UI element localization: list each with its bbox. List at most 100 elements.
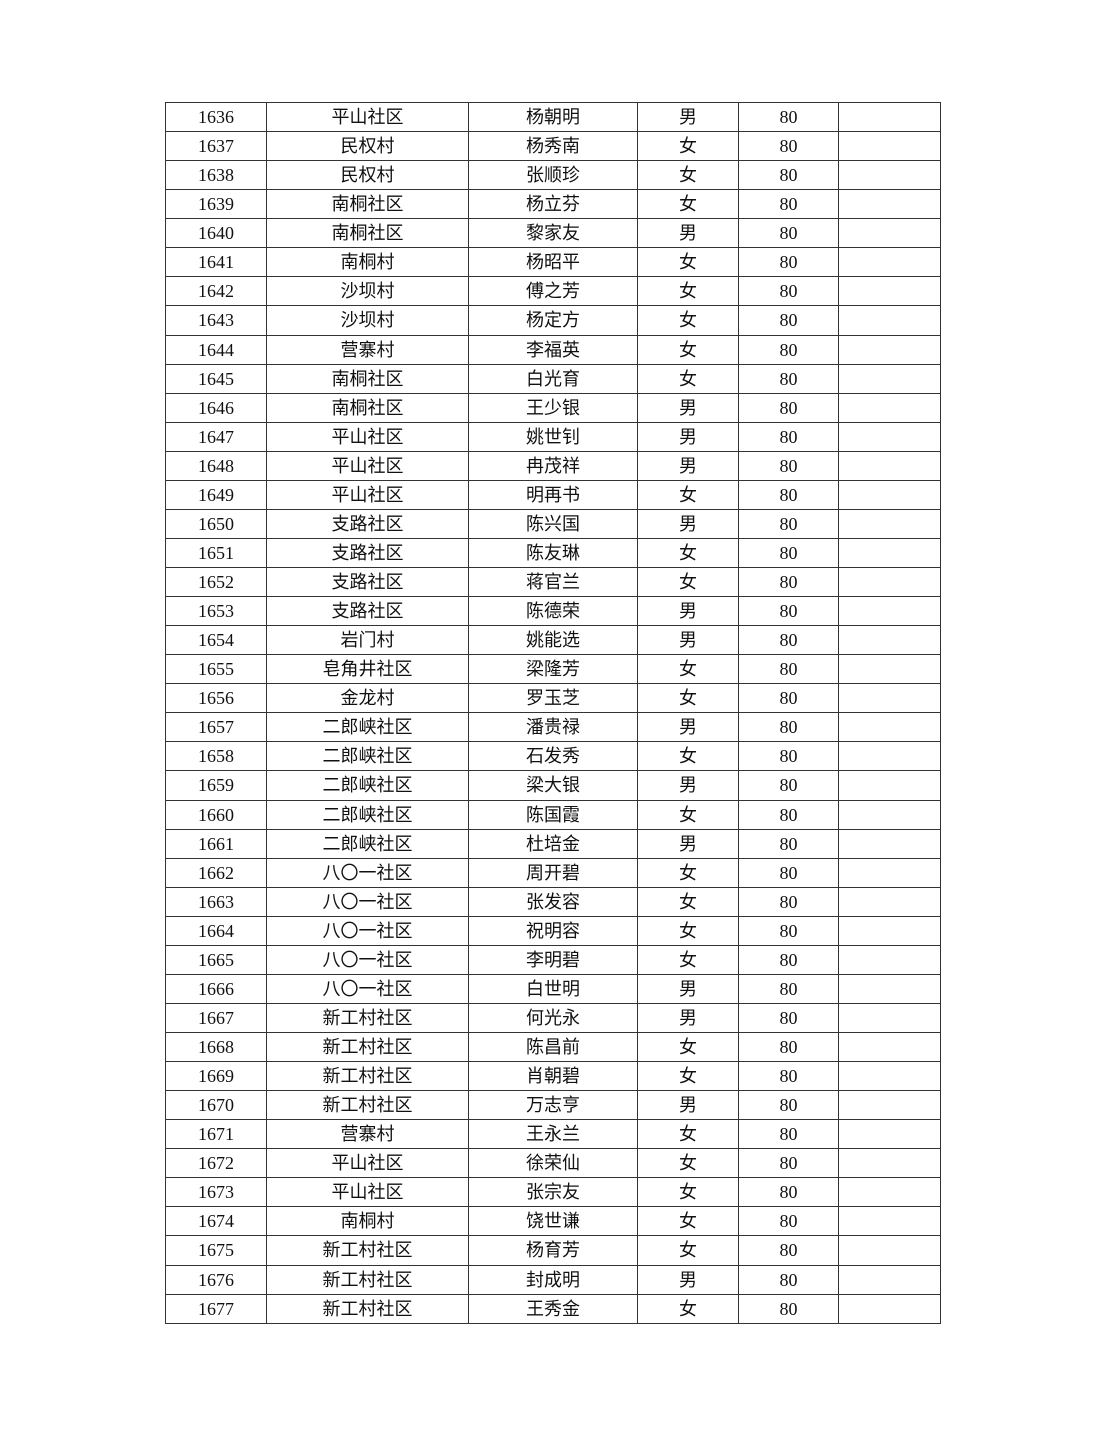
cell-name: 白世明 xyxy=(468,973,638,1004)
table-row: 1676 新工村社区 封成明男 80 xyxy=(165,1264,941,1295)
cell-gender: 女 xyxy=(637,1235,739,1266)
cell-age: 80 xyxy=(738,1264,839,1295)
cell-age: 80 xyxy=(738,828,839,859)
cell-name: 杨育芳 xyxy=(468,1235,638,1266)
cell-age: 80 xyxy=(738,537,839,569)
cell-remark xyxy=(838,1119,941,1150)
cell-age: 80 xyxy=(738,160,839,191)
table-row: 1674 南桐村 饶世谦女 80 xyxy=(165,1206,941,1237)
cell-age: 80 xyxy=(738,1293,839,1324)
table-row: 1649 平山社区 明再书女 80 xyxy=(165,479,941,510)
cell-name: 傅之芳 xyxy=(468,276,638,307)
cell-community: 新工村社区 xyxy=(266,1061,469,1092)
cell-remark xyxy=(838,1235,941,1266)
cell-community: 新工村社区 xyxy=(266,1031,469,1063)
cell-name: 姚世钊 xyxy=(468,421,638,452)
table-row: 1646 南桐社区 王少银男 80 xyxy=(165,392,941,423)
table-row: 1673 平山社区 张宗友女 80 xyxy=(165,1177,941,1208)
cell-name: 梁隆芳 xyxy=(468,654,638,685)
table-row: 1666 八〇一社区 白世明男 80 xyxy=(165,973,941,1004)
cell-name: 杨朝明 xyxy=(468,101,638,133)
cell-name: 梁大银 xyxy=(468,770,638,801)
cell-remark xyxy=(838,1061,941,1092)
cell-number: 1638 xyxy=(165,160,267,191)
cell-remark xyxy=(838,683,941,714)
cell-gender: 女 xyxy=(637,886,739,917)
cell-age: 80 xyxy=(738,1206,839,1237)
cell-number: 1647 xyxy=(165,421,267,452)
table-row: 1661 二郎峡社区 杜培金男 80 xyxy=(165,828,941,859)
cell-community: 新工村社区 xyxy=(266,1090,469,1121)
cell-gender: 女 xyxy=(637,944,739,975)
cell-age: 80 xyxy=(738,566,839,598)
cell-community: 南桐社区 xyxy=(266,363,469,394)
cell-remark xyxy=(838,247,941,278)
cell-name: 徐荣仙 xyxy=(468,1148,638,1179)
cell-remark xyxy=(838,857,941,888)
cell-community: 支路社区 xyxy=(266,508,469,539)
cell-gender: 女 xyxy=(637,305,739,336)
table-row: 1651 支路社区 陈友琳女 80 xyxy=(165,537,941,569)
cell-remark xyxy=(838,450,941,481)
cell-gender: 男 xyxy=(637,421,739,452)
cell-number: 1664 xyxy=(165,915,267,946)
cell-age: 80 xyxy=(738,770,839,801)
cell-gender: 女 xyxy=(637,799,739,830)
table-row: 1667 新工村社区 何光永男 80 xyxy=(165,1002,941,1034)
cell-remark xyxy=(838,537,941,569)
cell-gender: 女 xyxy=(637,334,739,365)
cell-gender: 女 xyxy=(637,276,739,307)
cell-number: 1655 xyxy=(165,654,267,685)
cell-name: 陈兴国 xyxy=(468,508,638,539)
cell-number: 1636 xyxy=(165,101,267,133)
cell-community: 民权村 xyxy=(266,160,469,191)
cell-remark xyxy=(838,712,941,743)
cell-number: 1669 xyxy=(165,1061,267,1092)
cell-age: 80 xyxy=(738,101,839,133)
cell-number: 1650 xyxy=(165,508,267,539)
cell-name: 陈友琳 xyxy=(468,537,638,569)
cell-number: 1677 xyxy=(165,1293,267,1324)
cell-remark xyxy=(838,101,941,133)
cell-name: 杨立芬 xyxy=(468,189,638,220)
cell-community: 营寨村 xyxy=(266,1119,469,1150)
cell-name: 周开碧 xyxy=(468,857,638,888)
table-row: 1650 支路社区 陈兴国男 80 xyxy=(165,508,941,539)
cell-remark xyxy=(838,770,941,801)
cell-name: 黎家友 xyxy=(468,218,638,249)
cell-community: 皂角井社区 xyxy=(266,654,469,685)
cell-community: 营寨村 xyxy=(266,334,469,365)
cell-remark xyxy=(838,944,941,975)
cell-name: 张宗友 xyxy=(468,1177,638,1208)
cell-number: 1653 xyxy=(165,596,267,627)
cell-name: 饶世谦 xyxy=(468,1206,638,1237)
cell-age: 80 xyxy=(738,596,839,627)
cell-name: 张发容 xyxy=(468,886,638,917)
cell-name: 杨昭平 xyxy=(468,247,638,278)
cell-number: 1668 xyxy=(165,1031,267,1063)
cell-age: 80 xyxy=(738,218,839,249)
cell-number: 1676 xyxy=(165,1264,267,1295)
table-row: 1644 营寨村 李福英女 80 xyxy=(165,334,941,365)
table-row: 1660 二郎峡社区 陈国霞女 80 xyxy=(165,799,941,830)
cell-name: 蒋官兰 xyxy=(468,566,638,598)
cell-name: 石发秀 xyxy=(468,741,638,772)
cell-community: 八〇一社区 xyxy=(266,886,469,917)
cell-age: 80 xyxy=(738,421,839,452)
cell-number: 1665 xyxy=(165,944,267,975)
cell-remark xyxy=(838,1148,941,1179)
cell-community: 沙坝村 xyxy=(266,305,469,336)
cell-age: 80 xyxy=(738,944,839,975)
table-row: 1657 二郎峡社区 潘贵禄男 80 xyxy=(165,712,941,743)
cell-gender: 女 xyxy=(637,741,739,772)
cell-community: 二郎峡社区 xyxy=(266,712,469,743)
cell-gender: 女 xyxy=(637,1206,739,1237)
cell-name: 王永兰 xyxy=(468,1119,638,1150)
cell-remark xyxy=(838,915,941,946)
cell-gender: 女 xyxy=(637,479,739,510)
cell-gender: 男 xyxy=(637,828,739,859)
cell-gender: 男 xyxy=(637,712,739,743)
cell-gender: 男 xyxy=(637,973,739,1004)
cell-number: 1674 xyxy=(165,1206,267,1237)
cell-remark xyxy=(838,1206,941,1237)
